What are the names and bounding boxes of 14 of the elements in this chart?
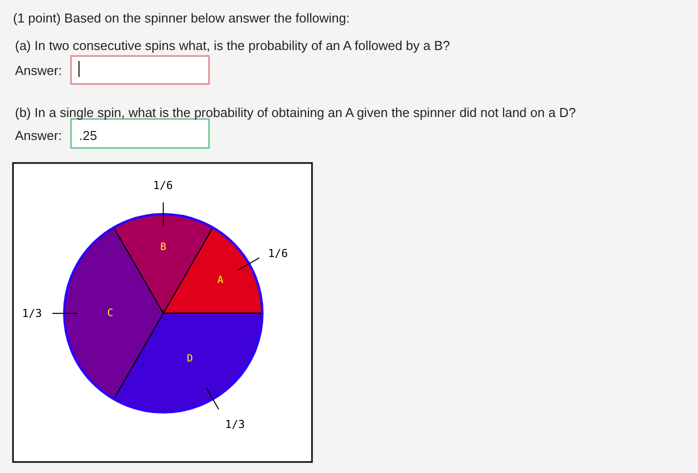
- data-label: 1/3: [225, 418, 245, 431]
- chart-title: (1 point) Based on the spinner below answer the following:: [13, 10, 350, 26]
- slice-label: B: [160, 242, 166, 253]
- text: (b) In a single spin, what is the probability of obtaining an A given the spinner did not land on a D?: [15, 105, 576, 120]
- text: (a) In two consecutive spins what, is the probability of an A followed by a B?: [15, 38, 450, 53]
- data-label: 1/3: [22, 307, 42, 320]
- slice-label: C: [107, 308, 114, 319]
- text: Answer:: [15, 63, 62, 78]
- text: .25: [79, 128, 98, 143]
- data-label: 1/6: [268, 247, 288, 260]
- slice-label: D: [186, 354, 193, 365]
- slice-label: A: [217, 274, 224, 286]
- data-label: 1/6: [153, 179, 173, 192]
- text: Answer:: [15, 128, 62, 143]
